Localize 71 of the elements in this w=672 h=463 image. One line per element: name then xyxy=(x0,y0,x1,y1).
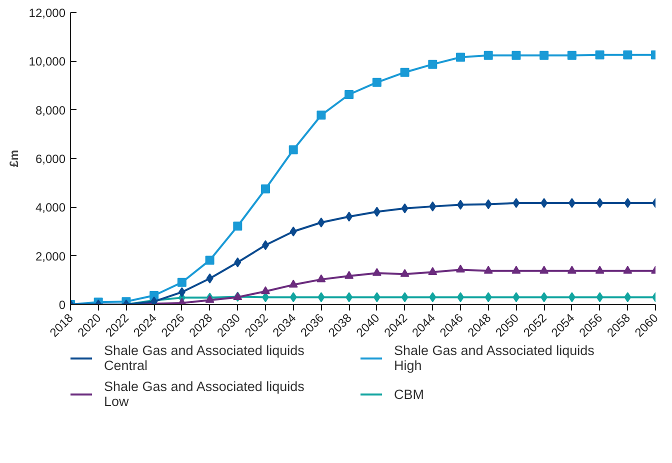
point xyxy=(567,266,576,274)
point xyxy=(318,217,325,228)
legend-label: Shale Gas and Associated liquids Central xyxy=(104,343,306,373)
point xyxy=(456,52,465,62)
y-tick-label: 4,000 xyxy=(35,200,66,215)
point xyxy=(484,266,493,274)
point xyxy=(346,292,353,302)
point xyxy=(512,292,520,302)
point xyxy=(568,292,576,302)
point xyxy=(623,50,632,60)
point xyxy=(512,266,521,274)
point xyxy=(261,286,270,294)
point xyxy=(456,264,465,273)
point xyxy=(372,78,382,87)
y-tick-label: 12,000 xyxy=(28,6,66,20)
point xyxy=(261,184,270,194)
point xyxy=(373,206,380,217)
y-tick-label: 0 xyxy=(58,298,66,312)
point xyxy=(596,292,604,302)
point xyxy=(484,199,492,210)
point xyxy=(344,90,354,100)
point xyxy=(429,201,436,212)
point xyxy=(595,266,604,274)
point xyxy=(318,292,325,302)
point xyxy=(288,280,298,288)
legend-label: Shale Gas and Associated liquids Low xyxy=(104,379,306,409)
point xyxy=(512,198,520,208)
point xyxy=(540,292,548,302)
point xyxy=(316,110,326,120)
y-tick-label: 2,000 xyxy=(35,249,66,264)
point xyxy=(568,198,576,208)
point xyxy=(484,292,492,302)
point xyxy=(540,266,549,274)
point xyxy=(400,68,410,77)
point xyxy=(567,50,576,60)
y-tick-label: 10,000 xyxy=(28,54,66,69)
point xyxy=(484,50,493,60)
point xyxy=(178,287,186,298)
point xyxy=(540,50,549,60)
point xyxy=(346,212,353,222)
point xyxy=(205,295,214,303)
point xyxy=(233,222,242,231)
point xyxy=(401,203,408,214)
point xyxy=(624,292,632,302)
point xyxy=(373,292,380,302)
point xyxy=(596,198,604,208)
point xyxy=(290,292,297,302)
point xyxy=(234,257,242,268)
point xyxy=(288,145,298,154)
legend-label: CBM xyxy=(394,386,425,402)
legend-label: Shale Gas and Associated liquids High xyxy=(394,343,596,373)
point xyxy=(540,198,548,208)
point xyxy=(595,50,604,60)
point xyxy=(177,278,186,287)
point xyxy=(624,198,632,208)
point xyxy=(206,273,214,284)
point xyxy=(290,226,297,236)
point xyxy=(316,274,326,282)
y-tick-label: 8,000 xyxy=(35,103,66,118)
point xyxy=(372,268,382,276)
y-axis-title: £m xyxy=(6,150,21,168)
point xyxy=(429,292,436,302)
point xyxy=(205,256,214,265)
point xyxy=(401,292,408,302)
point xyxy=(428,267,438,275)
point xyxy=(512,50,521,60)
point xyxy=(400,268,410,277)
y-tick-label: 6,000 xyxy=(35,152,66,166)
point xyxy=(428,60,438,69)
point xyxy=(344,270,354,279)
point xyxy=(623,266,632,274)
